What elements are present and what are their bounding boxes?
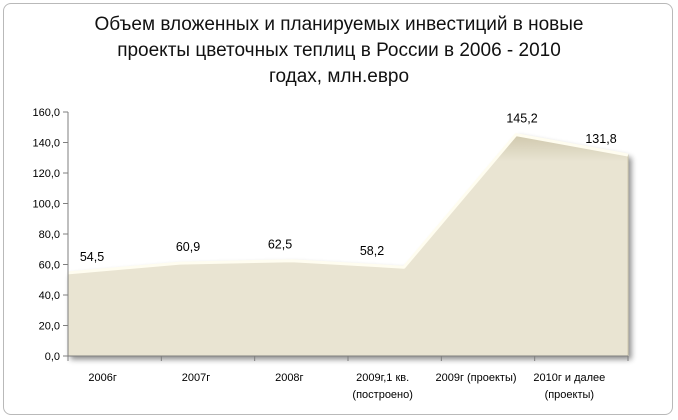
y-tick-label: 160,0: [32, 107, 60, 119]
y-tick-label: 0,0: [45, 351, 60, 363]
x-tick-label: 2008г: [275, 372, 303, 384]
y-tick-label: 60,0: [39, 260, 60, 272]
data-label: 54,5: [80, 250, 104, 264]
data-label: 62,5: [268, 238, 292, 252]
y-tick-label: 80,0: [39, 229, 60, 241]
y-tick-label: 20,0: [39, 321, 60, 333]
chart-title-line-1: Объем вложенных и планируемых инвестиций…: [94, 14, 584, 35]
area-top-edge: [67, 133, 629, 275]
x-tick-label: 2009г,1 кв. (построено): [352, 372, 412, 401]
x-tick-label: 2006г: [88, 372, 116, 384]
x-tick-label: 2007г: [182, 372, 210, 384]
y-tick-label: 140,0: [32, 138, 60, 150]
area-series: [67, 134, 629, 357]
y-tick-label: 120,0: [32, 168, 60, 180]
x-tick-label: 2009г (проекты): [435, 372, 516, 384]
data-label: 131,8: [585, 132, 616, 146]
chart-title: Объем вложенных и планируемых инвестиций…: [0, 12, 678, 90]
x-tick-label: 2010г и далее (проекты): [533, 372, 605, 401]
chart-title-line-3: годах, млн.евро: [268, 66, 410, 87]
y-tick-label: 100,0: [32, 199, 60, 211]
data-label: 60,9: [176, 240, 200, 254]
chart-title-line-2: проекты цветочных теплиц в России в 2006…: [117, 40, 561, 61]
data-label: 58,2: [360, 244, 384, 258]
y-tick-label: 40,0: [39, 290, 60, 302]
data-label: 145,2: [506, 112, 537, 126]
